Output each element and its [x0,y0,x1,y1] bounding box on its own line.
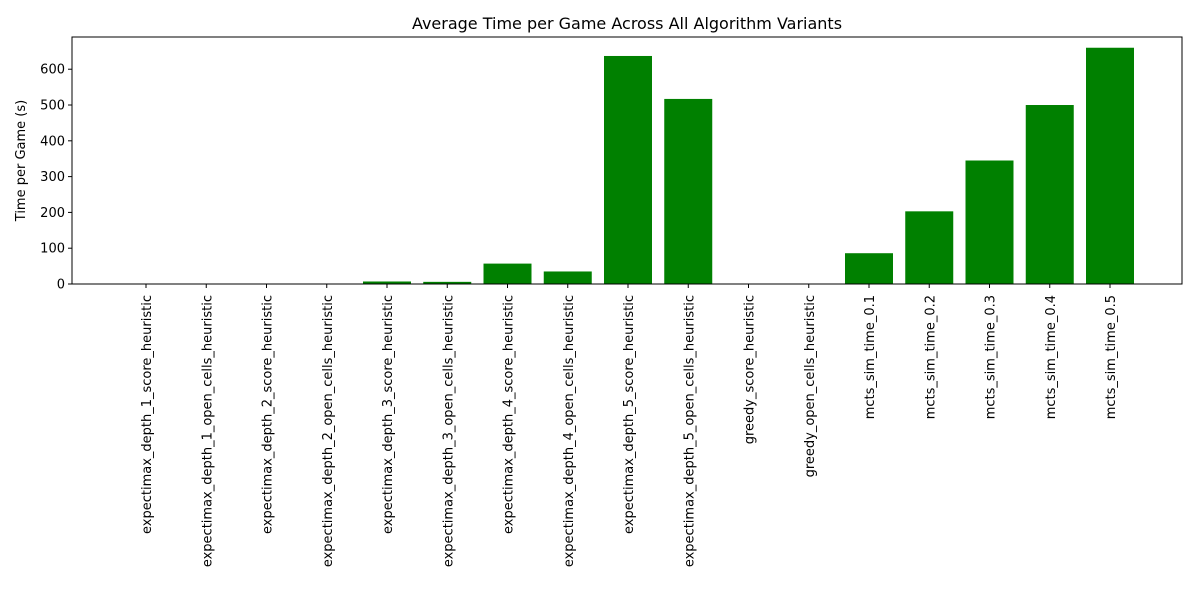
x-tick-label: expectimax_depth_3_score_heuristic [381,295,396,534]
x-tick-label: expectimax_depth_2_open_cells_heuristic [321,295,336,567]
x-tick-label: greedy_score_heuristic [743,295,758,444]
bar-expectimax_depth_3_score_heuristic [363,281,411,284]
x-tick-label: expectimax_depth_5_score_heuristic [622,295,637,534]
x-tick-label: expectimax_depth_5_open_cells_heuristic [682,295,697,567]
bar-expectimax_depth_3_open_cells_heuristic [423,281,472,284]
x-tick-label: expectimax_depth_1_score_heuristic [140,295,155,534]
y-tick-label: 400 [40,134,65,149]
x-tick-label: mcts_sim_time_0.3 [984,295,999,419]
bar-expectimax_depth_5_open_cells_heuristic [664,98,713,285]
chart-title: Average Time per Game Across All Algorit… [412,14,842,33]
y-tick-label: 100 [40,242,65,257]
y-axis-ticks: 0 100 200 300 400 500 600 [40,63,72,293]
x-tick-label: greedy_open_cells_heuristic [803,295,818,477]
x-tick-label: mcts_sim_time_0.2 [923,295,938,419]
y-tick-label: 600 [40,63,65,78]
x-tick-label: expectimax_depth_2_score_heuristic [261,295,276,534]
y-axis-label: Time per Game (s) [14,100,29,222]
x-axis-ticks: expectimax_depth_1_score_heuristic expect… [140,284,1119,567]
y-tick-label: 200 [40,206,65,221]
bar-expectimax_depth_4_score_heuristic [483,263,532,284]
y-tick-label: 300 [40,170,65,185]
plot-frame [71,36,1183,285]
x-tick-label: mcts_sim_time_0.5 [1104,295,1119,419]
x-tick-label: expectimax_depth_1_open_cells_heuristic [200,295,215,567]
y-tick-label: 500 [40,99,65,114]
y-tick-label: 0 [57,278,65,293]
bar-mcts_sim_time_0.1 [845,253,893,284]
x-tick-label: expectimax_depth_4_score_heuristic [502,295,517,534]
bar-expectimax_depth_5_score_heuristic [604,55,652,284]
bar-expectimax_depth_4_open_cells_heuristic [543,271,592,284]
x-tick-label: expectimax_depth_4_open_cells_heuristic [562,295,577,567]
x-tick-label: expectimax_depth_3_open_cells_heuristic [441,295,456,567]
bar-mcts_sim_time_0.5 [1086,47,1134,284]
bar-mcts_sim_time_0.3 [965,160,1014,284]
x-tick-label: mcts_sim_time_0.1 [863,295,878,419]
bar-mcts_sim_time_0.2 [905,211,954,284]
x-tick-label: mcts_sim_time_0.4 [1044,295,1059,419]
bars-group [122,47,1134,285]
bar-mcts_sim_time_0.4 [1025,105,1074,284]
